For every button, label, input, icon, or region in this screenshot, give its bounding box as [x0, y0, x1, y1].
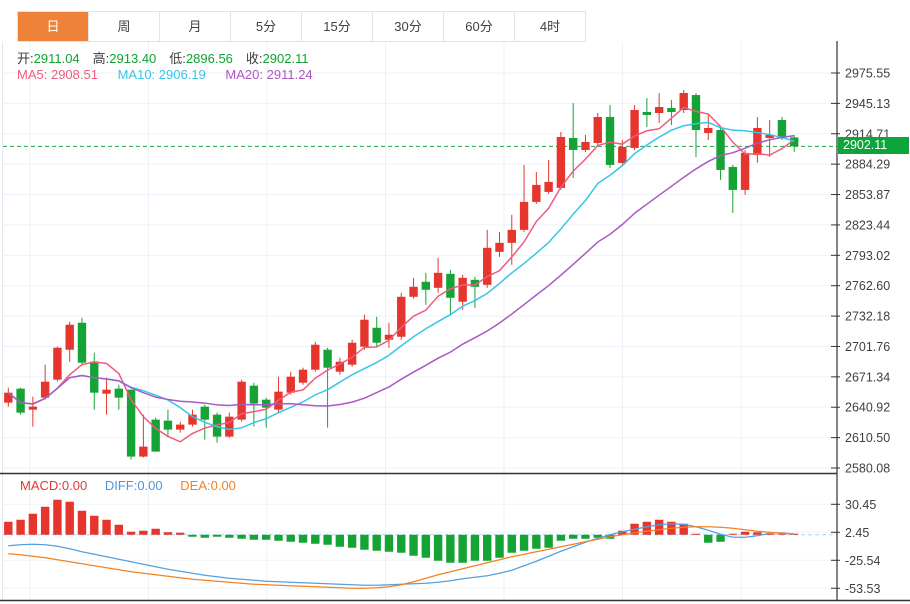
- ma5-label: MA5:: [17, 67, 48, 82]
- diff-label: DIFF:: [104, 478, 138, 493]
- ma20-label: MA20:: [225, 67, 263, 82]
- ohlc-readout: 开:2911.04 高:2913.40 低:2896.56 收:2902.11: [17, 48, 322, 67]
- price-tick-label: 2671.34: [845, 370, 890, 384]
- price-tick-label: 2975.55: [845, 67, 890, 81]
- macd-tick-label: 2.45: [845, 526, 869, 540]
- ma20-line: [7, 134, 795, 407]
- macd-axis: 30.45 2.45 -25.54 -53.53: [3, 498, 880, 596]
- close-value: 2902.11: [262, 51, 309, 66]
- price-tick-label: 2580.08: [845, 461, 890, 475]
- price-tick-label: 2793.02: [845, 249, 890, 263]
- ma20-value: 2911.24: [266, 67, 313, 82]
- tab-60min[interactable]: 60分: [444, 12, 515, 41]
- diff-value: 0.00: [137, 478, 163, 493]
- ma10-line: [7, 121, 795, 431]
- macd-histogram: [4, 499, 799, 563]
- close-label: 收:: [245, 51, 263, 66]
- macd-value: 0.00: [61, 478, 88, 493]
- price-tick-label: 2823.44: [845, 218, 890, 232]
- high-value: 2913.40: [109, 51, 157, 66]
- low-value: 2896.56: [185, 51, 233, 66]
- price-tick-label: 2884.29: [845, 158, 890, 172]
- macd-readout: MACD:0.00 DIFF:0.00 DEA:0.00: [20, 478, 250, 493]
- price-tick-label: 2640.92: [845, 401, 890, 415]
- tab-day[interactable]: 日: [18, 12, 89, 41]
- tab-4hour[interactable]: 4时: [515, 12, 585, 41]
- price-tick-label: 2853.87: [845, 188, 890, 202]
- price-tick-label: 2762.60: [845, 279, 890, 293]
- vertical-gridlines: [29, 42, 742, 601]
- dea-value: 0.00: [210, 478, 236, 493]
- ma-readout: MA5: 2908.51 MA10: 2906.19 MA20: 2911.24: [17, 67, 329, 82]
- open-label: 开:: [17, 51, 34, 66]
- price-tick-label: 2610.50: [845, 431, 890, 445]
- dea-label: DEA:: [180, 478, 211, 493]
- timeframe-tabs: 日 周 月 5分 15分 30分 60分 4时: [17, 11, 586, 42]
- ma10-label: MA10:: [117, 67, 156, 82]
- macd-tick-label: -25.54: [845, 554, 880, 568]
- price-tick-label: 2945.13: [845, 97, 890, 111]
- tab-month[interactable]: 月: [160, 12, 231, 41]
- macd-label: MACD:: [20, 478, 62, 493]
- low-label: 低:: [169, 51, 186, 66]
- ma5-value: 2908.51: [50, 67, 98, 82]
- ma5-line: [7, 106, 795, 443]
- tab-5min[interactable]: 5分: [231, 12, 302, 41]
- candles: [4, 90, 799, 460]
- diff-line: [8, 523, 795, 586]
- last-price-badge: 2902.11: [838, 137, 909, 154]
- tab-week[interactable]: 周: [89, 12, 160, 41]
- price-tick-label: 2701.76: [845, 340, 890, 354]
- tab-15min[interactable]: 15分: [302, 12, 373, 41]
- macd-tick-label: -53.53: [845, 582, 880, 596]
- price-tick-label: 2732.18: [845, 310, 890, 324]
- ma10-value: 2906.19: [158, 67, 206, 82]
- high-label: 高:: [92, 51, 110, 66]
- macd-tick-label: 30.45: [845, 498, 876, 512]
- tab-30min[interactable]: 30分: [373, 12, 444, 41]
- open-value: 2911.04: [33, 51, 80, 66]
- dea-line: [8, 526, 795, 589]
- price-axis: 2975.552945.132914.712884.292853.872823.…: [3, 67, 890, 475]
